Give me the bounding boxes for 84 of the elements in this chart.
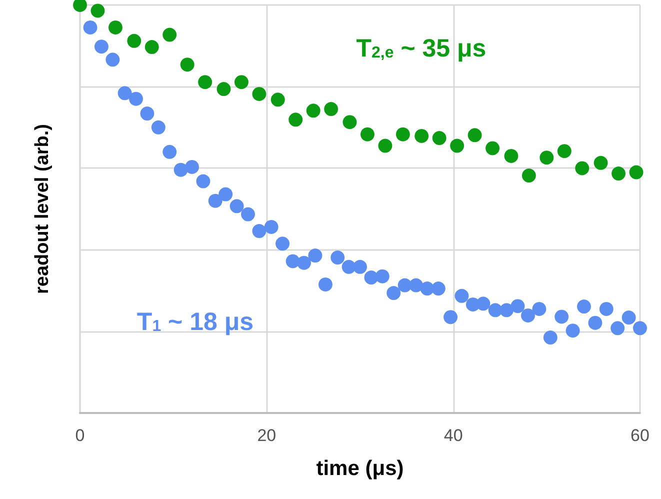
point [612, 166, 626, 180]
point [342, 115, 357, 130]
point [94, 40, 108, 54]
x-tick-label: 60 [630, 426, 650, 445]
point [198, 75, 212, 90]
point [252, 86, 266, 101]
point [375, 269, 390, 284]
point [414, 128, 429, 143]
point [252, 224, 266, 238]
point [522, 168, 536, 183]
point [599, 302, 614, 316]
point [622, 310, 636, 325]
x-tick-label: 0 [75, 426, 85, 445]
point [633, 321, 647, 336]
point [129, 92, 143, 106]
point [444, 310, 458, 324]
point [566, 324, 580, 338]
point [575, 161, 590, 176]
point [90, 4, 105, 18]
point [297, 256, 311, 270]
point [151, 120, 166, 134]
point [216, 82, 231, 96]
x-tick-label: 20 [257, 426, 276, 445]
point [554, 310, 569, 324]
point [180, 58, 194, 72]
text: T1 ~ 18 μs [136, 308, 254, 336]
point [318, 277, 332, 292]
point [610, 321, 625, 336]
point [106, 52, 120, 67]
point [324, 102, 338, 116]
point [540, 150, 554, 165]
point [396, 127, 410, 142]
point [218, 187, 233, 202]
point [83, 20, 98, 34]
point [196, 174, 210, 188]
point [629, 165, 644, 180]
point [73, 0, 87, 12]
point [140, 106, 154, 121]
point [409, 278, 423, 292]
point [162, 144, 177, 159]
point [276, 236, 290, 251]
point [468, 128, 482, 142]
point [504, 148, 518, 163]
point [241, 207, 255, 222]
point [588, 316, 602, 330]
point [185, 160, 199, 174]
point [208, 194, 222, 208]
point [306, 104, 320, 118]
point [270, 92, 285, 107]
point [330, 250, 345, 265]
point [308, 248, 322, 263]
point [510, 299, 525, 314]
point [264, 220, 278, 234]
point [532, 302, 546, 316]
point [353, 260, 367, 274]
point [378, 138, 392, 153]
point [454, 288, 469, 303]
point [521, 308, 535, 322]
point [234, 75, 248, 90]
point [557, 144, 572, 158]
point [486, 141, 500, 156]
point [450, 138, 464, 153]
point [108, 20, 122, 34]
point [144, 40, 159, 54]
x-axis-title: time (μs) [316, 457, 404, 480]
point [230, 199, 244, 214]
point [127, 34, 142, 48]
point [118, 86, 132, 100]
series-label: T2,e ~ 35 μs [356, 34, 486, 62]
point [577, 300, 591, 314]
point [360, 127, 374, 142]
point [174, 162, 188, 177]
point [543, 330, 558, 345]
point [432, 131, 446, 146]
point [594, 156, 608, 170]
y-axis-title: readout level (arb.) [32, 124, 53, 294]
point [386, 286, 401, 300]
point [288, 112, 303, 127]
point [476, 296, 490, 311]
x-tick-label: 40 [444, 426, 463, 445]
point [364, 270, 378, 285]
point [162, 28, 177, 42]
point [431, 282, 446, 296]
point [500, 303, 514, 318]
